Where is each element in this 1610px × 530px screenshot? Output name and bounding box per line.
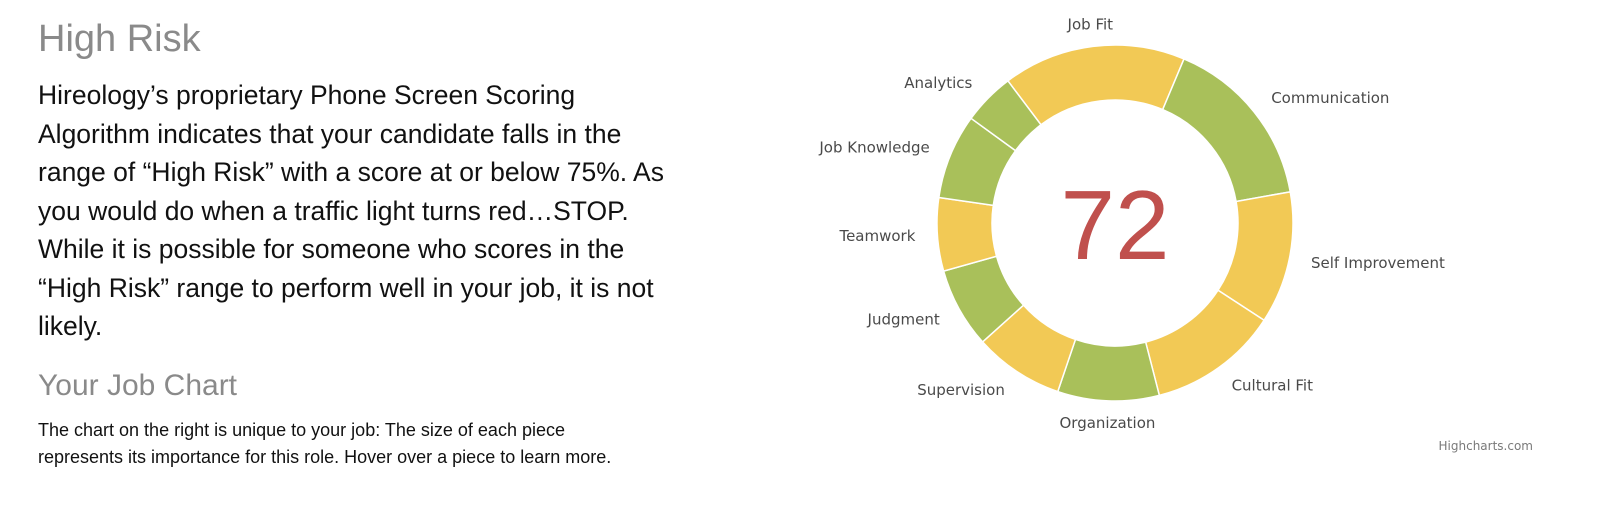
- slice-label-job-knowledge: Job Knowledge: [818, 139, 929, 157]
- slice-analytics[interactable]: [969, 79, 1043, 152]
- slice-labels: Job Fit Communication Self Improvement Cult…: [818, 16, 1445, 432]
- slice-communication[interactable]: [1161, 57, 1292, 203]
- donut-slices: [936, 44, 1294, 402]
- job-chart-description: The chart on the right is unique to your…: [38, 420, 612, 467]
- job-donut-chart: Job Fit Communication Self Improvement Cult…: [818, 16, 1533, 453]
- slice-label-supervision: Supervision: [917, 381, 1005, 399]
- slice-label-communication: Communication: [1271, 89, 1389, 107]
- slice-label-job-fit: Job Fit: [1067, 16, 1114, 34]
- slice-label-teamwork: Teamwork: [838, 227, 915, 245]
- highcharts-credits-link[interactable]: Highcharts.com: [1439, 439, 1533, 453]
- slice-label-self-improvement: Self Improvement: [1311, 254, 1445, 272]
- slice-label-organization: Organization: [1059, 414, 1155, 432]
- risk-level-title: High Risk: [38, 18, 201, 60]
- job-chart-title: Your Job Chart: [38, 369, 238, 402]
- slice-job-fit[interactable]: [1006, 44, 1185, 126]
- risk-description: Hireology’s proprietary Phone Screen Sco…: [38, 80, 664, 341]
- slice-label-cultural-fit: Cultural Fit: [1232, 377, 1314, 395]
- score-value: 72: [1060, 170, 1169, 280]
- slice-label-analytics: Analytics: [904, 74, 972, 92]
- slice-label-judgment: Judgment: [867, 310, 940, 328]
